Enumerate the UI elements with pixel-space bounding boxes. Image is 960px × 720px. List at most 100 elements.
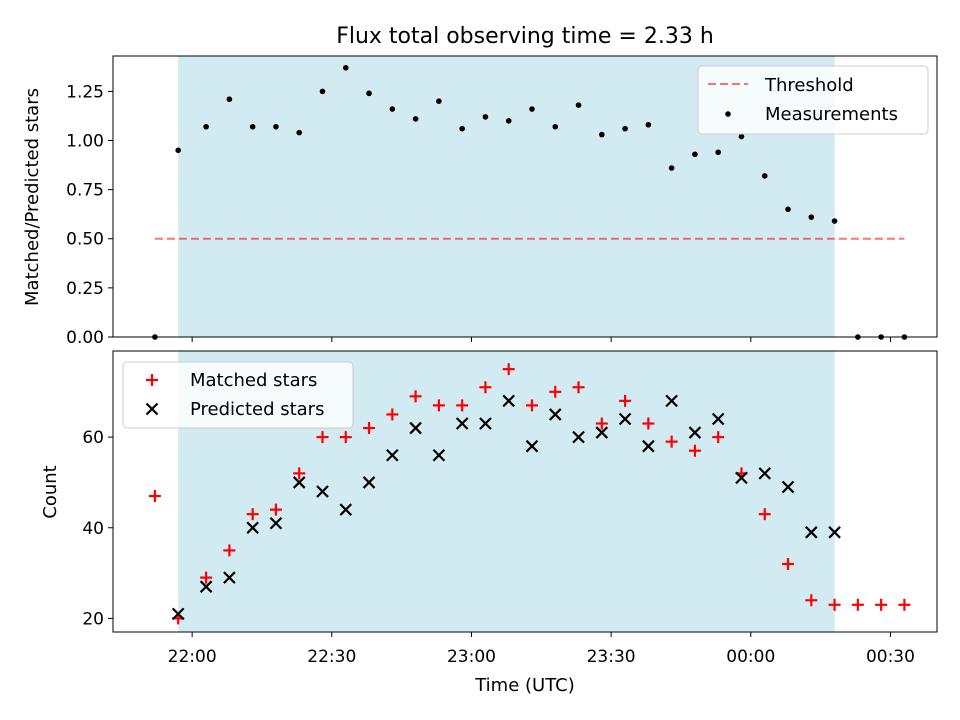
matched-stars-point <box>875 598 888 611</box>
x-tick-label: 22:30 <box>307 647 356 667</box>
matched-stars-point <box>363 422 376 435</box>
x-tick-label: 22:00 <box>168 647 217 667</box>
matched-stars-point <box>409 390 422 403</box>
measurement-point <box>319 88 326 95</box>
predicted-stars-point <box>479 417 492 430</box>
measurement-point <box>366 90 372 97</box>
matched-stars-point <box>688 444 701 457</box>
top-y-tick-label: 1.00 <box>66 131 104 151</box>
matched-stars-point <box>572 381 585 394</box>
bottom-y-tick-label: 60 <box>82 428 104 448</box>
top-y-axis-label: Matched/Predicted stars <box>22 88 43 306</box>
matched-stars-point <box>782 558 795 571</box>
predicted-stars-point <box>292 476 306 489</box>
measurement-point <box>296 129 303 136</box>
matched-stars-point <box>665 435 678 448</box>
legend-matched-label: Matched stars <box>190 370 317 391</box>
measurement-point <box>249 123 256 130</box>
matched-stars-point <box>898 598 911 611</box>
measurement-point <box>692 151 698 158</box>
measurement-point <box>599 131 605 138</box>
predicted-stars-point <box>805 526 818 539</box>
matched-stars-point <box>456 399 469 412</box>
matched-stars-point <box>293 467 306 480</box>
measurement-point <box>412 116 419 122</box>
bottom-panel: 20 40 60 22:00 22:30 23:00 23:30 00:00 00:30 Co… <box>40 350 938 696</box>
predicted-stars-point <box>735 471 748 485</box>
predicted-stars-point <box>758 467 772 480</box>
top-y-tick-label: 0.75 <box>66 181 104 201</box>
measurement-point <box>808 214 815 220</box>
measurement-point <box>761 173 768 179</box>
matched-stars-series <box>148 363 911 625</box>
matched-stars-point <box>549 385 562 398</box>
bottom-y-tick-label: 40 <box>82 519 104 539</box>
legend-measurements-swatch <box>725 111 731 117</box>
predicted-stars-point <box>269 516 283 530</box>
predicted-stars-point <box>828 526 841 539</box>
measurement-point <box>459 125 465 132</box>
bottom-y-axis-label: Count <box>40 465 61 518</box>
predicted-stars-point <box>548 408 562 421</box>
matched-stars-point <box>148 490 161 503</box>
predicted-stars-point <box>199 580 213 593</box>
legend-threshold-label: Threshold <box>764 75 854 96</box>
x-tick-label: 23:30 <box>587 647 636 667</box>
predicted-stars-point <box>362 476 376 489</box>
predicted-stars-point <box>432 448 446 462</box>
bottom-y-axis: 20 40 60 <box>82 428 113 629</box>
top-y-tick-label: 0.00 <box>66 328 104 348</box>
matched-stars-point <box>619 394 632 407</box>
matched-stars-point <box>316 431 329 444</box>
matched-stars-point <box>758 508 771 521</box>
top-y-axis: 0.00 0.25 0.50 0.75 1.00 1.25 <box>66 82 113 348</box>
bottom-legend-box <box>122 361 354 429</box>
measurement-point <box>389 106 396 112</box>
top-y-tick-label: 0.25 <box>66 279 104 299</box>
chart-title: Flux total observing time = 2.33 h <box>336 24 714 49</box>
bottom-x-axis: 22:00 22:30 23:00 23:30 00:00 00:30 <box>168 632 915 667</box>
legend-measurements-label: Measurements <box>765 104 898 125</box>
predicted-stars-point <box>502 394 515 408</box>
top-legend-box <box>697 65 929 135</box>
predicted-stars-point <box>316 485 329 498</box>
matched-stars-point <box>642 417 655 430</box>
top-panel: 0.00 0.25 0.50 0.75 1.00 1.25 Matched/Predict… <box>22 55 938 348</box>
measurement-point <box>552 123 559 130</box>
legend-x-marker <box>145 402 159 416</box>
predicted-stars-point <box>223 571 236 584</box>
measurements-series <box>152 64 908 340</box>
legend-predicted-swatch <box>145 402 159 416</box>
predicted-stars-point <box>171 607 185 621</box>
predicted-stars-point <box>642 439 655 453</box>
top-y-tick-label: 0.50 <box>66 230 104 250</box>
matched-stars-point <box>386 408 399 421</box>
matched-stars-point <box>525 399 538 412</box>
legend-matched-swatch <box>146 374 158 386</box>
top-legend: Threshold Measurements <box>697 65 929 135</box>
predicted-stars-point <box>339 503 353 516</box>
bottom-legend: Matched stars Predicted stars <box>122 361 354 429</box>
bottom-y-tick-label: 20 <box>82 609 104 629</box>
x-tick-label: 00:30 <box>866 647 915 667</box>
matched-stars-point <box>223 544 236 557</box>
legend-plus-marker <box>146 374 158 386</box>
measurement-point <box>482 114 489 120</box>
matched-stars-point <box>432 399 445 412</box>
matched-stars-point <box>595 417 608 430</box>
matched-stars-point <box>269 503 282 516</box>
predicted-stars-point <box>246 521 259 535</box>
predicted-stars-point <box>711 412 725 426</box>
matched-stars-point <box>339 431 352 444</box>
measurement-point <box>622 125 628 132</box>
predicted-stars-point <box>595 426 609 439</box>
matched-stars-point <box>828 598 841 611</box>
measurement-point <box>342 64 349 71</box>
measurement-point <box>831 218 838 224</box>
x-axis-label: Time (UTC) <box>474 675 575 696</box>
x-tick-label: 23:00 <box>447 647 496 667</box>
matched-stars-point <box>805 594 818 607</box>
predicted-stars-point <box>386 448 399 462</box>
measurement-point <box>668 165 675 171</box>
